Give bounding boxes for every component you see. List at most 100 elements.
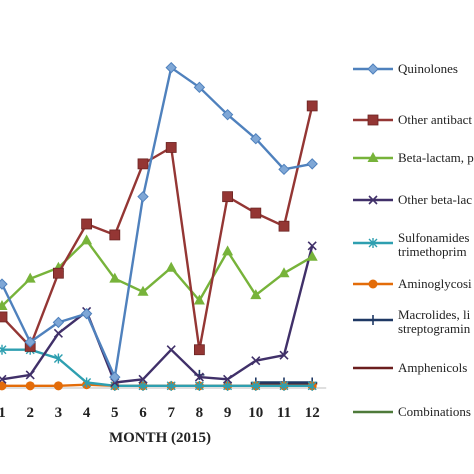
data-point	[307, 380, 317, 391]
legend-label: Quinolones	[398, 61, 458, 76]
data-point	[52, 316, 65, 329]
data-point	[0, 300, 8, 310]
data-point	[0, 381, 7, 391]
data-point	[193, 344, 205, 356]
legend-item: Quinolones	[353, 61, 458, 76]
series-line	[1, 105, 314, 351]
legend-label: Macrolides, li	[398, 307, 471, 322]
data-point	[53, 328, 63, 338]
data-point	[367, 63, 379, 75]
data-point	[278, 220, 290, 232]
data-point	[166, 345, 176, 355]
data-point	[137, 190, 149, 203]
data-point	[278, 163, 290, 176]
x-tick-label: 4	[83, 405, 91, 421]
x-tick-label: 10	[248, 405, 263, 421]
data-point	[24, 272, 36, 283]
data-point	[306, 158, 318, 170]
data-point	[306, 250, 318, 261]
data-point	[165, 61, 177, 74]
legend-label: streptogramin	[398, 321, 471, 336]
data-point	[279, 380, 289, 391]
data-point	[278, 267, 290, 278]
legend-label: Other beta-lac	[398, 192, 472, 207]
data-point	[367, 114, 379, 126]
data-point	[53, 381, 63, 391]
series-line	[0, 66, 313, 379]
data-point	[0, 374, 7, 384]
legend-item: Amphenicols	[353, 360, 467, 375]
data-point	[137, 285, 149, 296]
series-other	[0, 100, 318, 356]
data-point	[0, 278, 8, 290]
data-point	[222, 245, 234, 256]
data-point	[194, 380, 204, 391]
data-point	[53, 353, 63, 364]
data-point	[250, 133, 262, 145]
series-line	[2, 348, 313, 387]
data-point	[25, 370, 35, 380]
data-point	[24, 336, 36, 348]
data-point	[221, 108, 234, 121]
legend-label: Amphenicols	[398, 360, 467, 375]
data-point	[368, 315, 378, 325]
legend-item: Aminoglycosi	[353, 276, 472, 291]
legend-label: Sulfonamides	[398, 230, 470, 245]
legend-label: trimethoprim	[398, 244, 467, 259]
x-tick-label: 1	[0, 405, 6, 421]
legend-item: Combinations	[353, 404, 471, 419]
data-point	[307, 241, 317, 251]
data-point	[251, 380, 261, 391]
data-point	[165, 261, 177, 272]
x-tick-label: 9	[224, 405, 232, 421]
data-point	[166, 380, 176, 391]
data-point	[223, 374, 233, 384]
data-point	[367, 152, 379, 162]
data-point	[0, 311, 8, 323]
data-point	[138, 374, 148, 384]
series-line	[1, 245, 314, 384]
x-axis-title: MONTH (2015)	[109, 430, 211, 446]
data-point	[82, 377, 92, 388]
x-tick-label: 12	[305, 405, 320, 421]
data-point	[0, 344, 7, 355]
data-point	[368, 195, 378, 205]
legend-label: Combinations	[398, 404, 471, 419]
data-point	[250, 207, 262, 219]
data-point	[193, 81, 206, 94]
data-point	[194, 372, 204, 382]
series-other	[0, 241, 317, 388]
x-tick-label: 2	[26, 405, 34, 421]
x-tick-label: 11	[277, 405, 291, 421]
x-tick-label: 5	[111, 405, 119, 421]
x-tick-label: 6	[139, 405, 147, 421]
x-tick-label: 8	[196, 405, 204, 421]
data-point	[193, 294, 205, 305]
x-tick-label: 7	[167, 405, 175, 421]
data-point	[81, 218, 92, 230]
axis-group: 1 2 3 4 5 6 7 8 9 10 11 12	[0, 387, 327, 421]
data-point	[109, 229, 121, 241]
legend-item: Beta-lactam, p	[353, 150, 474, 165]
legend-item: Other beta-lac	[353, 192, 472, 207]
data-point	[109, 371, 121, 383]
data-point	[138, 380, 148, 391]
legend-label: Aminoglycosi	[398, 276, 472, 291]
series-group	[0, 61, 318, 391]
x-tick-label: 3	[55, 405, 63, 421]
data-point	[306, 100, 318, 112]
series-quinolones	[0, 61, 318, 383]
data-point	[368, 279, 378, 289]
data-point	[137, 158, 149, 170]
data-point	[368, 238, 378, 248]
data-point	[250, 289, 262, 300]
legend-item: Other antibact	[353, 112, 472, 127]
data-point	[279, 350, 289, 360]
data-point	[80, 307, 93, 320]
legend: Quinolones Other antibact Beta-lactam, p Ot…	[353, 61, 474, 419]
data-point	[25, 381, 35, 391]
data-point	[53, 267, 64, 279]
